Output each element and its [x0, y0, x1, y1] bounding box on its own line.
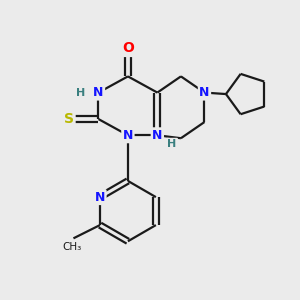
Text: N: N: [123, 129, 133, 142]
Text: O: O: [122, 41, 134, 56]
Text: N: N: [152, 129, 163, 142]
Text: N: N: [95, 190, 105, 204]
Text: H: H: [167, 139, 177, 149]
Text: CH₃: CH₃: [62, 242, 82, 252]
Text: N: N: [93, 86, 104, 99]
Text: S: S: [64, 112, 74, 126]
Text: H: H: [76, 88, 86, 98]
Text: N: N: [199, 86, 210, 99]
